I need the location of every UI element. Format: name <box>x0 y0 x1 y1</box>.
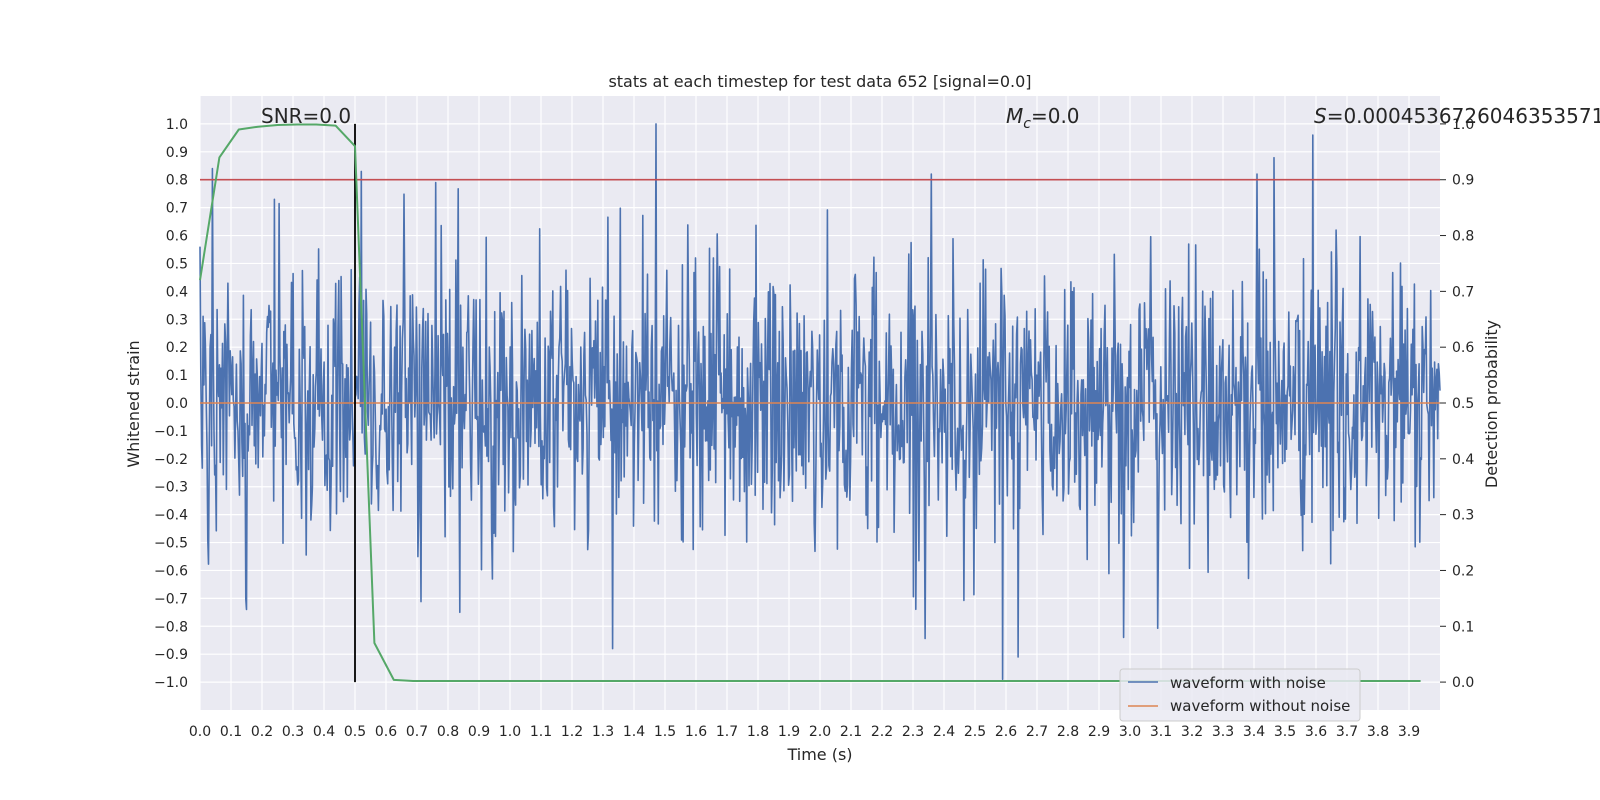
s-value: =0.00045367260463535717 <box>1327 104 1600 128</box>
y-axis-right-label: Detection probability <box>1482 320 1501 488</box>
y-left-tick-label: −0.8 <box>154 619 188 635</box>
y-right-tick-label: 0.3 <box>1452 508 1474 524</box>
probability-line <box>199 123 1421 682</box>
x-tick-label: 1.9 <box>778 724 800 740</box>
y-right-tick-label: 1.0 <box>1452 117 1474 133</box>
x-tick-label: 1.6 <box>685 724 707 740</box>
y-left-tick-label: 0.8 <box>166 173 188 189</box>
x-tick-label: 2.2 <box>871 724 893 740</box>
y-left-tick-label: 0.6 <box>166 229 188 245</box>
x-tick-label: 1.4 <box>623 724 645 740</box>
x-tick-label: 2.8 <box>1057 724 1079 740</box>
y-left-tick-label: −0.6 <box>154 563 188 579</box>
x-tick-label: 0.3 <box>282 724 304 740</box>
x-tick-label: 3.4 <box>1243 724 1265 740</box>
y-left-tick-label: −0.5 <box>154 536 188 552</box>
x-tick-label: 0.4 <box>313 724 335 740</box>
x-tick-label: 3.3 <box>1212 724 1234 740</box>
y-left-tick-label: 1.0 <box>166 117 188 133</box>
legend: waveform with noise waveform without noi… <box>1119 668 1361 722</box>
x-tick-label: 3.1 <box>1150 724 1172 740</box>
noise-waveform-series <box>199 123 1441 681</box>
s-symbol: S <box>1314 104 1327 128</box>
y-right-tick-label: 0.1 <box>1452 619 1474 635</box>
x-tick-label: 2.0 <box>809 724 831 740</box>
x-tick-label: 1.0 <box>499 724 521 740</box>
y-right-tick-label: 0.4 <box>1452 452 1474 468</box>
x-tick-label: 0.9 <box>468 724 490 740</box>
x-tick-label: 0.7 <box>406 724 428 740</box>
y-left-tick-label: −0.3 <box>154 480 188 496</box>
x-axis-ticks: 0.0 0.1 0.2 0.3 0.4 0.5 0.6 0.7 0.8 0.9 1.0 1.1 1.2 1… <box>189 724 1420 740</box>
legend-label-clean: waveform without noise <box>1170 697 1350 715</box>
x-tick-label: 2.1 <box>840 724 862 740</box>
x-tick-label: 2.7 <box>1026 724 1048 740</box>
y-left-tick-label: 0.3 <box>166 312 188 328</box>
x-tick-label: 0.5 <box>344 724 366 740</box>
y-axis-left-label: Whitened strain <box>124 340 143 467</box>
y-left-tick-label: 0.4 <box>166 284 188 300</box>
x-tick-label: 1.7 <box>716 724 738 740</box>
legend-label-noise: waveform with noise <box>1170 674 1326 692</box>
y-left-tick-label: 0.9 <box>166 145 188 161</box>
x-tick-label: 1.2 <box>561 724 583 740</box>
x-tick-label: 2.9 <box>1088 724 1110 740</box>
y-left-tick-label: 0.1 <box>166 368 188 384</box>
chirp-mass-value: =0.0 <box>1031 104 1080 128</box>
y-left-tick-label: −1.0 <box>154 675 188 691</box>
chirp-mass-annotation: Mc=0.0 <box>1006 104 1080 132</box>
chirp-mass-symbol: M <box>1006 104 1023 128</box>
y-right-tick-label: 0.6 <box>1452 340 1474 356</box>
x-tick-label: 1.3 <box>592 724 614 740</box>
x-tick-label: 2.5 <box>964 724 986 740</box>
x-tick-label: 2.4 <box>933 724 955 740</box>
y-left-tick-label: −0.4 <box>154 508 188 524</box>
y-left-tick-label: 0.7 <box>166 201 188 217</box>
x-tick-label: 3.9 <box>1398 724 1420 740</box>
y-right-tick-label: 0.2 <box>1452 563 1474 579</box>
x-tick-label: 3.7 <box>1336 724 1358 740</box>
x-axis-label: Time (s) <box>786 745 852 764</box>
x-tick-label: 2.6 <box>995 724 1017 740</box>
x-tick-label: 3.5 <box>1274 724 1296 740</box>
y-right-tick-label: 0.5 <box>1452 396 1474 412</box>
y-left-tick-label: 0.5 <box>166 256 188 272</box>
y-right-tick-label: 0.7 <box>1452 284 1474 300</box>
y-axis-right-ticks: 1.0 0.9 0.8 0.7 0.6 0.5 0.4 0.3 0.2 0.1 0.0 <box>1440 117 1474 691</box>
x-tick-label: 3.0 <box>1119 724 1141 740</box>
probability-series <box>199 123 1421 682</box>
x-tick-label: 3.8 <box>1367 724 1389 740</box>
legend-box <box>1119 668 1361 722</box>
x-tick-label: 1.8 <box>747 724 769 740</box>
y-left-tick-label: −0.9 <box>154 647 188 663</box>
x-tick-label: 0.0 <box>189 724 211 740</box>
x-tick-label: 0.1 <box>220 724 242 740</box>
noise-waveform-line <box>199 123 1441 681</box>
x-tick-label: 0.8 <box>437 724 459 740</box>
y-left-tick-label: 0.2 <box>166 340 188 356</box>
chirp-mass-subscript: c <box>1023 116 1031 132</box>
y-right-tick-label: 0.0 <box>1452 675 1474 691</box>
s-annotation: S=0.00045367260463535717 <box>1314 104 1600 128</box>
x-tick-label: 0.2 <box>251 724 273 740</box>
y-left-tick-label: −0.7 <box>154 591 188 607</box>
x-tick-label: 3.6 <box>1305 724 1327 740</box>
y-left-tick-label: −0.2 <box>154 452 188 468</box>
x-tick-label: 3.2 <box>1181 724 1203 740</box>
y-right-tick-label: 0.8 <box>1452 229 1474 245</box>
snr-annotation: SNR=0.0 <box>261 104 351 128</box>
x-tick-label: 1.1 <box>530 724 552 740</box>
y-right-tick-label: 0.9 <box>1452 173 1474 189</box>
chart-title: stats at each timestep for test data 652… <box>608 72 1031 91</box>
y-left-tick-label: 0.0 <box>166 396 188 412</box>
y-left-tick-label: −0.1 <box>154 424 188 440</box>
x-tick-label: 2.3 <box>902 724 924 740</box>
x-tick-label: 0.6 <box>375 724 397 740</box>
x-tick-label: 1.5 <box>654 724 676 740</box>
y-axis-left-ticks: 1.0 0.9 0.8 0.7 0.6 0.5 0.4 0.3 0.2 0.1 0.0 −0.1 −0.… <box>154 117 188 691</box>
